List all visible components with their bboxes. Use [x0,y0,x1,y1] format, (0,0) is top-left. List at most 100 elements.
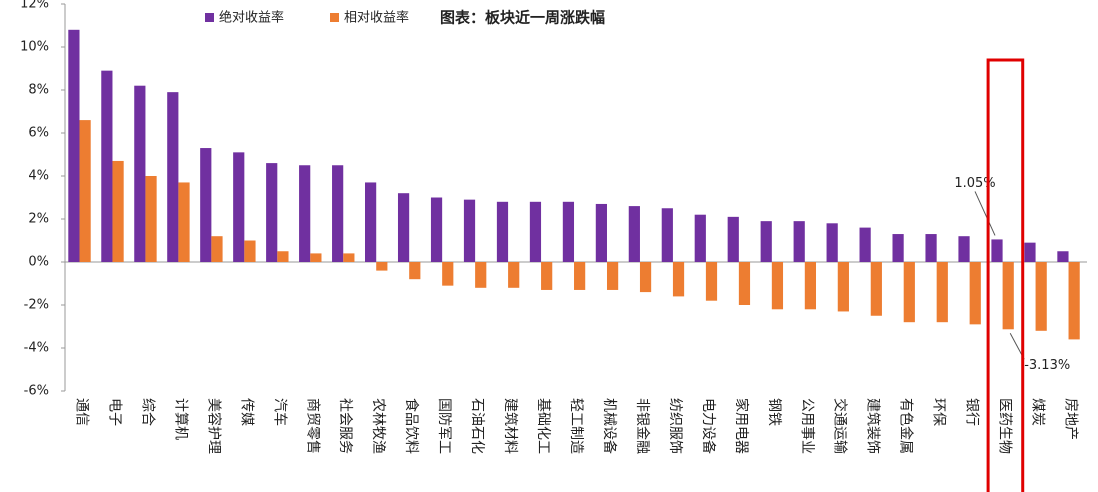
bar [859,227,871,262]
bar [562,201,575,262]
bar [826,223,838,262]
bar [343,253,355,262]
x-tick-label: 医药生物 [997,398,1013,454]
y-tick-label: -6% [24,384,49,399]
bar [167,92,179,263]
bar [79,120,91,262]
bar [925,234,937,262]
x-tick-label: 建筑装饰 [865,398,881,454]
bar [1035,262,1047,331]
x-tick-label: 电子 [106,398,122,426]
y-tick-label: -2% [24,298,49,313]
x-tick-label: 石油石化 [469,398,485,454]
bar [1057,251,1069,262]
y-tick-label: 10% [20,40,49,55]
y-tick-label: 6% [28,126,49,141]
bar [332,165,344,262]
bar [211,236,223,262]
bar [112,160,124,262]
x-tick-label: 家用电器 [733,398,750,454]
bar [430,197,443,262]
bar [310,253,322,262]
x-tick-label: 公用事业 [799,398,815,454]
x-tick-label: 机械设备 [601,398,618,454]
bar [705,262,718,301]
x-tick-label: 汽车 [271,398,288,426]
bar [244,240,256,262]
x-tick-label: 银行 [964,398,980,426]
bar [738,262,751,305]
bar [145,176,157,262]
bar [101,70,113,263]
bar [1024,242,1036,262]
bar [969,262,981,325]
x-tick-label: 通信 [73,398,89,426]
data-label: 1.05% [954,176,995,191]
legend-swatch [205,13,214,22]
x-tick-label: 轻工制造 [568,398,584,454]
bar [727,216,739,262]
x-tick-label: 房地产 [1063,398,1079,440]
bar [694,214,706,262]
bar [134,85,146,262]
x-tick-label: 建筑材料 [502,398,518,454]
x-tick-label: 有色金属 [898,398,915,454]
bar [672,262,685,297]
bar [936,262,948,323]
bar [892,234,904,262]
bar [958,236,970,262]
bar [639,262,652,293]
bar [277,251,289,262]
x-tick-label: 社会服务 [337,398,353,454]
bar [903,262,915,323]
x-tick-label: 计算机 [172,398,188,440]
x-tick-label: 农林牧渔 [370,398,386,454]
bar [463,199,476,262]
chart-title: 图表：板块近一周涨跌幅 [440,9,605,27]
bar [1068,262,1080,340]
y-tick-label: 2% [28,212,49,227]
y-tick-label: 4% [28,169,49,184]
bar [200,148,212,262]
bar [837,262,849,312]
bar [475,262,487,288]
x-tick-label: 非银金融 [634,398,650,454]
legend-label: 绝对收益率 [219,10,284,26]
x-tick-label: 电力设备 [700,398,717,454]
y-tick-label: 8% [28,83,49,98]
bar [793,221,805,262]
bar [1002,262,1014,330]
bar [771,262,784,310]
bar [606,262,619,290]
x-tick-label: 传媒 [238,398,254,426]
bar [628,206,640,262]
x-tick-label: 国防军工 [436,398,452,454]
y-tick-label: 12% [20,0,49,12]
bar [595,203,607,262]
bar [376,262,388,271]
bar [574,262,586,290]
x-tick-label: 钢铁 [766,398,782,426]
x-tick-label: 食品饮料 [403,398,420,454]
bar [409,262,421,280]
bar [529,201,542,262]
x-tick-label: 环保 [931,398,947,426]
legend-swatch [330,13,339,22]
bar [541,262,553,290]
x-tick-label: 基础化工 [535,398,552,454]
x-tick-label: 美容护理 [205,398,222,454]
bar [804,262,817,310]
x-tick-label: 纺织服饰 [667,398,683,454]
x-tick-label: 交通运输 [832,398,849,454]
bar [442,262,454,286]
bar [365,182,377,262]
x-tick-label: 商贸零售 [304,398,320,454]
bar [991,239,1003,262]
highlight-box [986,58,1025,492]
bar [397,193,410,262]
bar [661,208,673,262]
bar [496,201,509,262]
label-leader [974,191,996,236]
bar [508,262,520,288]
